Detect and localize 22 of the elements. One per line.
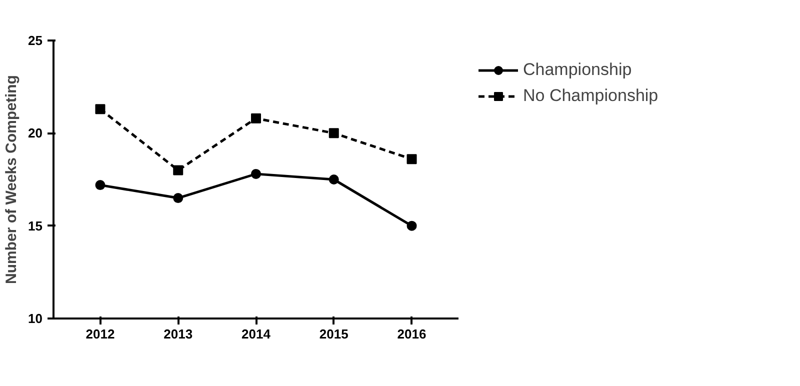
x-tick-label: 2015 bbox=[319, 326, 348, 342]
point bbox=[251, 113, 261, 124]
y-tick-label: 10 bbox=[28, 311, 43, 326]
point bbox=[406, 154, 417, 164]
x-tick-label: 2016 bbox=[397, 326, 426, 342]
y-tick-label: 25 bbox=[28, 33, 43, 48]
y-axis-title: Number of Weeks Competing bbox=[3, 75, 20, 284]
point bbox=[173, 165, 184, 176]
y-tick-label: 15 bbox=[28, 218, 43, 234]
point bbox=[95, 104, 106, 114]
point bbox=[328, 128, 339, 138]
point bbox=[95, 180, 106, 190]
point bbox=[251, 168, 261, 179]
point bbox=[406, 220, 417, 231]
x-tick-label: 2012 bbox=[86, 326, 115, 342]
y-tick-label: 20 bbox=[28, 126, 43, 141]
point bbox=[173, 193, 184, 204]
point bbox=[328, 174, 339, 184]
x-tick-label: 2013 bbox=[164, 326, 193, 342]
x-tick-label: 2014 bbox=[242, 326, 272, 342]
legend-label: Championship bbox=[523, 60, 632, 80]
legend-label: No Championship bbox=[523, 86, 658, 106]
